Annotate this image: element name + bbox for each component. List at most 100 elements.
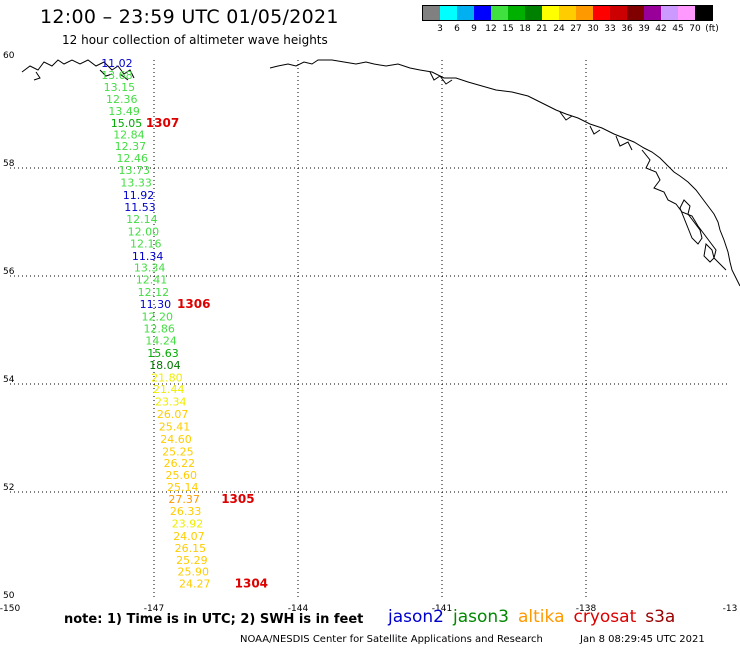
page-title: 12:00 – 23:59 UTC 01/05/2021	[40, 6, 339, 28]
generation-timestamp: Jan 8 08:29:45 UTC 2021	[580, 634, 705, 645]
color-swatch	[661, 6, 678, 20]
color-scale-label: 33	[604, 24, 616, 34]
longitude-tick-label: -138	[576, 604, 597, 614]
swh-value-label: 25.90	[178, 566, 210, 579]
color-swatch	[474, 6, 491, 20]
swh-value-label: 12.84	[113, 128, 145, 141]
color-scale-label: 18	[519, 24, 531, 34]
color-swatch	[423, 6, 440, 20]
island-outline	[703, 242, 715, 263]
color-swatch	[525, 6, 542, 20]
color-scale-legend: 3 6 9 12 15 18 21 24 27 30 33 36 39 42 45 70 (ft)	[422, 5, 719, 34]
swh-value-label: 27.37	[168, 493, 200, 506]
color-scale-label: 45	[672, 24, 684, 34]
swh-value-label: 14.24	[145, 335, 177, 348]
latitude-tick-label: 50	[3, 591, 15, 601]
color-scale-label: 15	[502, 24, 514, 34]
pass-time-label: 1305	[221, 492, 254, 506]
credit-line: NOAA/NESDIS Center for Satellite Applica…	[240, 634, 543, 645]
swh-value-label: 12.41	[136, 274, 168, 287]
color-swatch	[627, 6, 644, 20]
swh-value-label: 11.53	[124, 201, 155, 214]
pass-time-label: 1307	[146, 116, 179, 130]
color-scale-label: 70	[689, 24, 701, 34]
longitude-tick-label: -150	[0, 604, 20, 614]
alaska-coastline	[269, 59, 740, 287]
island-outline	[679, 199, 703, 245]
color-scale-label: 9	[471, 24, 477, 34]
swh-value-label: 12.12	[138, 286, 170, 299]
coastline	[21, 59, 740, 287]
swh-value-label: 13.15	[104, 81, 136, 94]
swh-value-label: 24.27	[179, 578, 211, 591]
satellite-name-jason2: jason2	[388, 607, 444, 627]
swh-value-label: 13.73	[118, 164, 150, 177]
color-scale-label: 12	[485, 24, 497, 34]
swh-value-label: 13.68	[101, 69, 133, 82]
swh-value-label: 25.14	[167, 481, 199, 494]
coast-detail	[429, 71, 633, 151]
swh-value-label: 11.92	[123, 189, 155, 202]
color-swatch	[542, 6, 559, 20]
swh-value-label: 12.37	[115, 140, 147, 153]
satellite-name-cryosat: cryosat	[573, 607, 637, 627]
swh-value-label: 23.92	[172, 518, 204, 531]
color-swatch	[695, 6, 712, 20]
swh-value-label: 13.33	[120, 176, 151, 189]
swh-value-label: 12.16	[130, 237, 162, 250]
swh-value-label: 26.22	[164, 457, 196, 470]
color-scale-label: 36	[621, 24, 633, 34]
color-swatch	[559, 6, 576, 20]
color-swatch	[678, 6, 695, 20]
swh-value-label: 11.02	[101, 57, 133, 70]
latitude-tick-label: 60	[3, 51, 15, 61]
swh-value-label: 12.20	[142, 310, 174, 323]
swh-value-label: 15.05	[111, 117, 143, 130]
footnote: note: 1) Time is in UTC; 2) SWH is in fe…	[64, 612, 364, 627]
pass-time-label: 1306	[177, 297, 210, 311]
swh-value-label: 21.44	[153, 383, 185, 396]
color-scale-label: 21	[536, 24, 548, 34]
swh-value-label: 13.49	[108, 105, 139, 118]
swh-value-label: 12.36	[106, 93, 138, 106]
color-swatch	[491, 6, 508, 20]
kenai-peninsula-coast	[21, 59, 135, 79]
swh-value-label: 15.63	[147, 347, 179, 360]
swh-value-label: 23.34	[155, 396, 187, 409]
latitude-tick-label: 52	[3, 483, 14, 493]
pass-time-labels: 1307 1306 1305 1304	[146, 116, 268, 591]
latitude-tick-label: 58	[3, 159, 15, 169]
coast-detail	[33, 69, 129, 81]
swh-value-label: 26.15	[175, 542, 207, 555]
color-swatch	[508, 6, 525, 20]
color-swatch	[576, 6, 593, 20]
swh-value-label: 13.34	[134, 262, 166, 275]
inner-coast-channel	[641, 149, 727, 271]
satellite-name-jason3: jason3	[453, 607, 509, 627]
color-scale-label: 24	[553, 24, 565, 34]
swh-value-label: 12.00	[128, 226, 160, 239]
longitude-tick-label: -13	[723, 604, 738, 614]
longitude-tick-label: -141	[432, 604, 452, 614]
satellite-name-s3a: s3a	[645, 607, 676, 627]
color-scale-label: 30	[587, 24, 599, 34]
pass-time-label: 1304	[235, 577, 268, 591]
color-swatch	[593, 6, 610, 20]
page-subtitle: 12 hour collection of altimeter wave hei…	[62, 33, 328, 47]
satellite-name-altika: altika	[518, 607, 565, 627]
color-scale-label: 42	[655, 24, 667, 34]
swh-value-label: 25.60	[166, 469, 198, 482]
swh-value-label: 12.46	[117, 152, 149, 165]
swh-value-label: 26.33	[170, 505, 202, 518]
color-scale-labels: 3 6 9 12 15 18 21 24 27 30 33 36 39 42 45 70 (ft)	[422, 21, 719, 34]
swh-value-label: 25.25	[162, 445, 194, 458]
swh-value-label: 21.80	[151, 371, 183, 384]
color-scale-label: 39	[638, 24, 650, 34]
color-scale-label: 3	[437, 24, 443, 34]
color-scale-label: (ft)	[705, 24, 719, 34]
satellite-legend: jason2 jason3 altika cryosat s3a	[388, 607, 684, 627]
swh-value-label: 24.60	[160, 433, 192, 446]
color-swatch	[610, 6, 627, 20]
swh-value-label: 24.07	[173, 530, 205, 543]
longitude-tick-label: -147	[144, 604, 164, 614]
